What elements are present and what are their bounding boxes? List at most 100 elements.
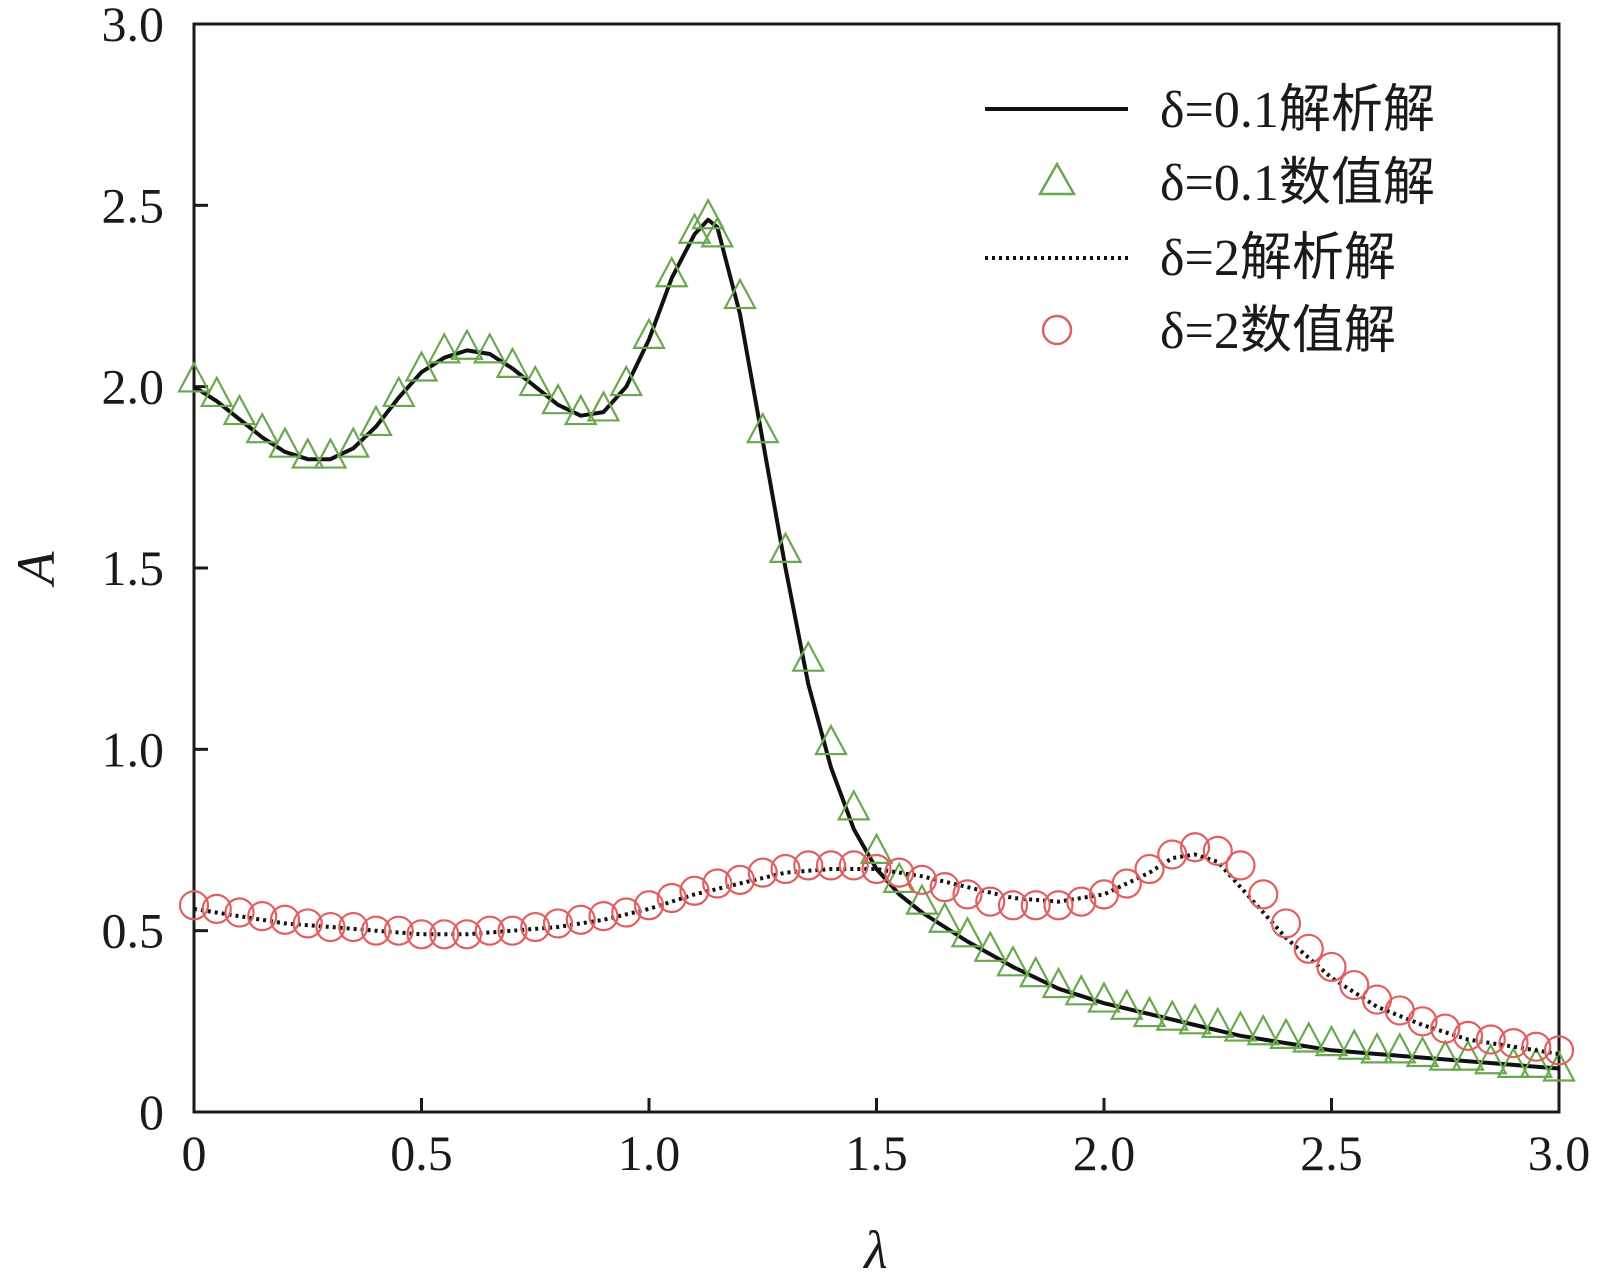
triangle-point bbox=[973, 930, 1008, 962]
legend-label-3: δ=2解析解 bbox=[1160, 230, 1396, 287]
circle-point bbox=[1111, 868, 1142, 899]
y-tick-label: 2.5 bbox=[102, 177, 165, 233]
circle-point bbox=[1270, 908, 1302, 939]
circle-point bbox=[770, 853, 801, 885]
x-tick-label: 2.0 bbox=[1073, 1125, 1136, 1181]
circle-point bbox=[497, 915, 528, 946]
triangle-point bbox=[723, 277, 757, 310]
circle-point bbox=[906, 864, 938, 895]
circle-point bbox=[542, 908, 574, 939]
circle-point bbox=[201, 893, 232, 925]
circle-point bbox=[565, 904, 596, 935]
circle-point bbox=[406, 919, 437, 950]
series-4 bbox=[178, 832, 1575, 1066]
triangle-point bbox=[1269, 1017, 1303, 1049]
triangle-point bbox=[609, 364, 644, 397]
triangle-point bbox=[1246, 1013, 1281, 1046]
y-axis-label: A bbox=[6, 551, 66, 588]
series-layer bbox=[177, 197, 1576, 1082]
triangle-point bbox=[996, 944, 1030, 977]
legend-label-2: δ=0.1数值解 bbox=[1160, 155, 1435, 212]
circle-point bbox=[1543, 1035, 1575, 1066]
triangle-point bbox=[1155, 999, 1190, 1031]
y-tick-label: 1.0 bbox=[102, 721, 165, 777]
legend-label-4: δ=2数值解 bbox=[1160, 303, 1396, 360]
series-line bbox=[193, 852, 1560, 1056]
triangle-point bbox=[905, 883, 939, 915]
triangle-point bbox=[632, 317, 666, 349]
circle-point bbox=[1475, 1024, 1506, 1055]
legend: δ=0.1解析解 δ=0.1数值解 δ=2解析解 δ=2数值解 bbox=[985, 82, 1435, 360]
circle-point bbox=[656, 882, 687, 914]
triangle-point bbox=[836, 789, 871, 821]
x-ticks: 0 0.5 1.0 1.5 2.0 2.5 3.0 bbox=[182, 1098, 1591, 1181]
triangle-point bbox=[691, 197, 725, 230]
triangle-point bbox=[745, 411, 780, 444]
x-tick-label: 1.0 bbox=[618, 1125, 681, 1181]
circle-point bbox=[1498, 1027, 1529, 1059]
triangle-point bbox=[472, 332, 507, 364]
circle-point bbox=[838, 850, 869, 881]
triangle-point bbox=[313, 437, 348, 469]
triangle-point bbox=[1519, 1046, 1554, 1078]
x-tick-label: 2.5 bbox=[1300, 1125, 1363, 1181]
circle-point bbox=[884, 857, 915, 888]
circle-point bbox=[429, 919, 460, 950]
circle-point bbox=[315, 911, 346, 943]
y-tick-label: 2.0 bbox=[102, 359, 165, 415]
triangle-point bbox=[791, 640, 826, 672]
x-tick-label: 3.0 bbox=[1528, 1125, 1591, 1181]
triangle-point bbox=[1314, 1024, 1349, 1057]
triangle-point bbox=[1428, 1039, 1463, 1071]
triangle-point bbox=[1223, 1010, 1258, 1042]
triangle-point bbox=[1200, 1006, 1235, 1039]
circle-point bbox=[1066, 886, 1097, 917]
series-3 bbox=[193, 852, 1560, 1056]
circle-point bbox=[292, 908, 323, 939]
circle-point bbox=[451, 919, 483, 950]
x-tick-label: 0 bbox=[182, 1125, 207, 1181]
circle-point bbox=[1293, 933, 1324, 964]
circle-point bbox=[1521, 1031, 1552, 1062]
triangle-point bbox=[1041, 966, 1076, 999]
circle-point bbox=[724, 864, 756, 895]
circle-point bbox=[1020, 890, 1051, 921]
triangle-point bbox=[563, 393, 598, 426]
circle-point bbox=[1452, 1020, 1484, 1051]
series-line bbox=[192, 217, 1560, 1071]
circle-point bbox=[747, 857, 778, 888]
circle-point bbox=[1248, 879, 1279, 910]
triangle-point bbox=[1087, 981, 1121, 1013]
triangle-point bbox=[381, 375, 416, 408]
x-tick-label: 1.5 bbox=[845, 1125, 908, 1181]
triangle-point bbox=[404, 350, 439, 382]
triangle-point bbox=[1132, 995, 1167, 1028]
triangle-point bbox=[518, 364, 553, 397]
triangle-point bbox=[1360, 1032, 1394, 1064]
x-tick-label: 0.5 bbox=[390, 1125, 453, 1181]
y-tick-label: 0.5 bbox=[102, 903, 165, 959]
triangle-point bbox=[268, 426, 302, 458]
circle-point bbox=[1407, 1006, 1438, 1037]
circle-point bbox=[474, 915, 505, 946]
circle-point bbox=[929, 872, 960, 903]
circle-point bbox=[178, 890, 210, 921]
circle-point bbox=[338, 911, 369, 943]
triangle-point bbox=[1382, 1032, 1417, 1064]
triangle-point bbox=[768, 531, 803, 563]
triangle-point bbox=[1542, 1050, 1576, 1082]
legend-label-1: δ=0.1解析解 bbox=[1160, 82, 1435, 139]
triangle-point bbox=[1337, 1028, 1372, 1060]
triangle-point bbox=[1018, 955, 1053, 988]
triangle-point bbox=[859, 832, 894, 864]
legend-circle-marker bbox=[1041, 314, 1073, 346]
triangle-point bbox=[222, 393, 257, 426]
triangle-point bbox=[1178, 1003, 1212, 1035]
triangle-point bbox=[1451, 1039, 1485, 1071]
circle-point bbox=[1157, 839, 1188, 870]
circle-point bbox=[997, 890, 1029, 921]
circle-point bbox=[269, 904, 301, 935]
triangle-point bbox=[654, 255, 689, 288]
triangle-point bbox=[359, 404, 393, 437]
